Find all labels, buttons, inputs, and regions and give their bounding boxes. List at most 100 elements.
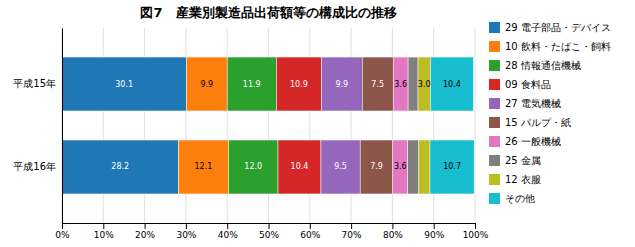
x-tick: 80% (383, 223, 403, 240)
series (178, 57, 228, 194)
bar-segment (62, 57, 186, 111)
data-label: 10.4 (291, 162, 309, 171)
bar-segment (186, 57, 227, 111)
x-tick: 0% (55, 223, 70, 240)
x-tick-mark (103, 223, 104, 229)
x-tick: 90% (424, 223, 444, 240)
data-label: 28.2 (111, 162, 129, 171)
bars (62, 57, 474, 194)
legend-item: 10 飲料・たばこ・飼料 (489, 41, 611, 52)
legend-label: 28 情報通信機械 (505, 60, 581, 71)
x-tick-label: 50% (259, 230, 279, 240)
legend-item: 27 電気機械 (489, 98, 561, 109)
bar-segment (418, 57, 430, 111)
bar-segment (360, 140, 393, 194)
legend-swatch (489, 41, 500, 52)
legend-label: 26 一般機械 (505, 136, 561, 147)
x-tick-label: 20% (135, 230, 155, 240)
bar-segment (321, 140, 360, 194)
legend-swatch (489, 174, 500, 185)
title: 図7 産業別製造品出荷額等の構成比の推移 (140, 5, 396, 20)
data-label: 3.6 (394, 80, 407, 89)
x-tick-label: 100% (463, 230, 489, 240)
legend-label: その他 (505, 193, 535, 204)
data-label: 9.5 (334, 162, 347, 171)
legend-swatch (489, 79, 500, 90)
data-labels: 30.128.29.912.111.912.010.910.49.99.57.5… (111, 80, 461, 172)
x-axis: 0% 10% 20% 30% 40% 50% 60% 70% 80% 90% 100% (55, 223, 488, 240)
bar-segment (321, 57, 362, 111)
bar-segment (178, 140, 228, 194)
bar-segment (408, 140, 419, 194)
legend-swatch (489, 193, 500, 204)
legend-item: 15 パルプ・紙 (489, 117, 571, 128)
bar-segment (393, 57, 408, 111)
legend-label: 25 金属 (505, 155, 541, 166)
series (321, 57, 362, 194)
x-axis-line (63, 224, 476, 230)
legend-item: その他 (489, 193, 535, 204)
legend-item: 26 一般機械 (489, 136, 561, 147)
data-label: 12.1 (195, 162, 213, 171)
bar-segment (430, 140, 474, 194)
x-tick: 100% (463, 223, 489, 240)
legend-label: 09 食料品 (505, 79, 551, 90)
legend-label: 12 衣服 (505, 174, 541, 185)
legend-swatch (489, 117, 500, 128)
series (62, 57, 186, 194)
legend-item: 28 情報通信機械 (489, 60, 581, 71)
x-tick-label: 70% (342, 230, 362, 240)
legend-label: 10 飲料・たばこ・飼料 (505, 41, 611, 52)
bar-segment (276, 57, 321, 111)
x-tick-mark (310, 223, 311, 229)
x-tick-label: 60% (300, 230, 320, 240)
x-tick-label: 80% (383, 230, 403, 240)
y-tick: 平成16年 (13, 161, 62, 172)
x-tick-label: 10% (94, 230, 114, 240)
legend-swatch (489, 22, 500, 33)
legend-swatch (489, 60, 500, 71)
data-label: 9.9 (200, 80, 213, 89)
bar-segment (227, 57, 276, 111)
chart: 30.128.29.912.111.912.010.910.49.99.57.5… (0, 0, 635, 247)
x-tick: 10% (94, 223, 114, 240)
legend: 29 電子部品・デバイス 10 飲料・たばこ・飼料 28 情報通信機械 09 食料品 2… (489, 22, 611, 204)
x-tick-mark (227, 223, 228, 229)
x-tick-mark (186, 223, 187, 229)
series (430, 57, 474, 194)
legend-item: 12 衣服 (489, 174, 541, 185)
x-tick-mark (392, 223, 393, 229)
legend-swatch (489, 155, 500, 166)
data-label: 11.9 (243, 80, 261, 89)
data-label: 7.5 (371, 80, 384, 89)
y-axis-line (62, 29, 63, 224)
bar-segment (362, 57, 393, 111)
bar-segment (228, 140, 278, 194)
legend-item: 29 電子部品・デバイス (489, 22, 611, 33)
data-label: 3.0 (418, 80, 431, 89)
bar-segment (408, 57, 418, 111)
grid (62, 28, 475, 223)
x-tick: 30% (176, 223, 196, 240)
x-tick-label: 30% (176, 230, 196, 240)
x-tick: 40% (218, 223, 238, 240)
data-label: 30.1 (115, 80, 133, 89)
data-label: 10.4 (443, 80, 461, 89)
x-tick-label: 0% (55, 230, 70, 240)
bar-segment (419, 140, 430, 194)
y-tick: 平成15年 (13, 78, 62, 89)
legend-item: 09 食料品 (489, 79, 551, 90)
x-tick: 70% (342, 223, 362, 240)
x-tick-mark (62, 223, 63, 229)
bar-segment (62, 140, 178, 194)
data-label: 10.9 (290, 80, 308, 89)
legend-label: 27 電気機械 (505, 98, 561, 109)
y-tick-label: 平成16年 (13, 161, 56, 172)
x-tick: 60% (300, 223, 320, 240)
bar-segment (278, 140, 321, 194)
x-tick-mark (475, 223, 476, 229)
series (360, 57, 393, 194)
legend-swatch (489, 136, 500, 147)
legend-label: 29 電子部品・デバイス (505, 22, 611, 33)
x-tick-label: 90% (424, 230, 444, 240)
